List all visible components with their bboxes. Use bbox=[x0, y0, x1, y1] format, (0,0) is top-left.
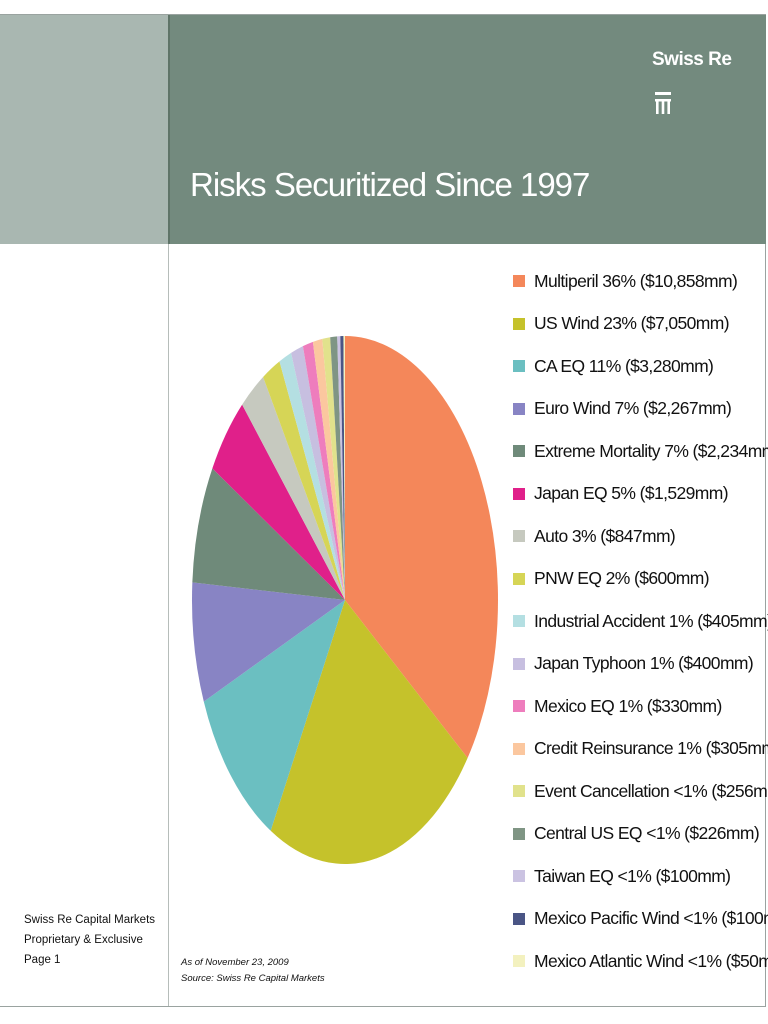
legend-swatch bbox=[513, 275, 525, 287]
legend-label: Credit Reinsurance 1% ($305mm) bbox=[534, 738, 768, 758]
legend-swatch bbox=[513, 572, 525, 585]
pie-slice-7 bbox=[242, 377, 345, 600]
legend-item: Industrial Accident 1% ($405mm) bbox=[513, 608, 768, 634]
footer-note: As of November 23, 2009 Source: Swiss Re… bbox=[181, 955, 325, 987]
legend-label: Euro Wind 7% ($2,267mm) bbox=[534, 398, 732, 418]
pie-slice-8 bbox=[263, 361, 345, 600]
legend-label: Mexico EQ 1% ($330mm) bbox=[534, 695, 722, 716]
legend-swatch bbox=[513, 912, 525, 925]
pie-slice-14 bbox=[330, 336, 345, 600]
footer-page: Page 1 bbox=[24, 954, 61, 966]
header-band bbox=[168, 15, 766, 244]
source-note: Source: Swiss Re Capital Markets bbox=[181, 973, 325, 984]
pie-slice-3 bbox=[203, 600, 345, 831]
legend-label: US Wind 23% ($7,050mm) bbox=[534, 313, 730, 333]
legend-swatch bbox=[513, 615, 525, 627]
legend-item: Credit Reinsurance 1% ($305mm) bbox=[513, 736, 768, 762]
legend-item: CA EQ 11% ($3,280mm) bbox=[513, 353, 714, 379]
legend-swatch bbox=[513, 700, 525, 712]
legend-item: Taiwan EQ <1% ($100mm) bbox=[513, 863, 731, 889]
pie-slice-4 bbox=[192, 582, 345, 702]
legend-item: Mexico Pacific Wind <1% ($100mm) bbox=[513, 906, 768, 932]
legend-label: PNW EQ 2% ($600mm) bbox=[534, 568, 710, 588]
legend-label: Japan EQ 5% ($1,529mm) bbox=[534, 483, 729, 503]
legend-swatch bbox=[513, 657, 525, 670]
legend-swatch bbox=[513, 870, 525, 882]
slide-frame bbox=[0, 14, 766, 1007]
legend-label: Multiperil 36% ($10,858mm) bbox=[534, 270, 738, 291]
legend-item: Japan Typhoon 1% ($400mm) bbox=[513, 651, 754, 677]
legend-item: Mexico EQ 1% ($330mm) bbox=[513, 693, 722, 719]
legend-swatch bbox=[513, 742, 525, 755]
pie-slice-10 bbox=[291, 346, 345, 600]
legend-item: Central US EQ <1% ($226mm) bbox=[513, 821, 760, 847]
brand-name: Swiss Re bbox=[652, 49, 732, 70]
legend-label: Mexico Pacific Wind <1% ($100mm) bbox=[534, 908, 768, 928]
pie-slice-11 bbox=[302, 341, 345, 600]
pie-slice-12 bbox=[312, 338, 345, 600]
legend-swatch bbox=[513, 487, 525, 500]
legend-swatch bbox=[513, 445, 525, 457]
header-left-band bbox=[0, 15, 168, 244]
pie-slice-2 bbox=[270, 600, 468, 864]
legend-swatch bbox=[513, 530, 525, 542]
legend-label: Extreme Mortality 7% ($2,234mm) bbox=[534, 440, 768, 461]
pie-slice-15 bbox=[337, 336, 345, 600]
legend-swatch bbox=[513, 402, 525, 415]
legend-item: Multiperil 36% ($10,858mm) bbox=[513, 268, 738, 294]
legend-label: Mexico Atlantic Wind <1% ($50mm) bbox=[534, 950, 768, 971]
legend-item: Extreme Mortality 7% ($2,234mm) bbox=[513, 438, 768, 464]
legend-item: Japan EQ 5% ($1,529mm) bbox=[513, 481, 729, 507]
legend-item: US Wind 23% ($7,050mm) bbox=[513, 311, 730, 337]
legend-label: Auto 3% ($847mm) bbox=[534, 525, 676, 546]
legend-swatch bbox=[513, 360, 525, 372]
pie-chart bbox=[192, 336, 498, 864]
pie-slice-1 bbox=[345, 336, 498, 758]
pie-slice-6 bbox=[212, 404, 345, 600]
legend-item: PNW EQ 2% ($600mm) bbox=[513, 566, 710, 592]
body-divider bbox=[168, 244, 169, 1006]
pie-slice-16 bbox=[340, 336, 345, 600]
legend-label: Taiwan EQ <1% ($100mm) bbox=[534, 865, 731, 886]
legend-label: Central US EQ <1% ($226mm) bbox=[534, 823, 760, 843]
legend-swatch bbox=[513, 785, 525, 797]
legend-item: Event Cancellation <1% ($256mm) bbox=[513, 778, 768, 804]
legend-swatch bbox=[513, 827, 525, 840]
page-title: Risks Securitized Since 1997 bbox=[190, 166, 590, 203]
legend-label: Japan Typhoon 1% ($400mm) bbox=[534, 653, 754, 673]
footer-company: Swiss Re Capital Markets bbox=[24, 914, 156, 926]
legend-item: Mexico Atlantic Wind <1% ($50mm) bbox=[513, 948, 768, 974]
pie-slice-5 bbox=[192, 468, 345, 600]
as-of-date: As of November 23, 2009 bbox=[181, 957, 289, 968]
legend-swatch bbox=[513, 955, 525, 967]
legend-label: CA EQ 11% ($3,280mm) bbox=[534, 355, 714, 376]
footer-left: Swiss Re Capital Markets Proprietary & E… bbox=[24, 910, 155, 970]
legend-label: Industrial Accident 1% ($405mm) bbox=[534, 610, 768, 631]
pie-slice-9 bbox=[279, 352, 345, 600]
legend-item: Euro Wind 7% ($2,267mm) bbox=[513, 396, 732, 422]
header-divider bbox=[168, 15, 170, 244]
legend-label: Event Cancellation <1% ($256mm) bbox=[534, 780, 768, 801]
legend-item: Auto 3% ($847mm) bbox=[513, 523, 676, 549]
footer-classification: Proprietary & Exclusive bbox=[24, 934, 143, 946]
pie-slice-17 bbox=[343, 336, 345, 600]
swiss-re-logo-icon bbox=[655, 92, 671, 114]
pie-slice-13 bbox=[322, 337, 345, 600]
legend-swatch bbox=[513, 317, 525, 330]
